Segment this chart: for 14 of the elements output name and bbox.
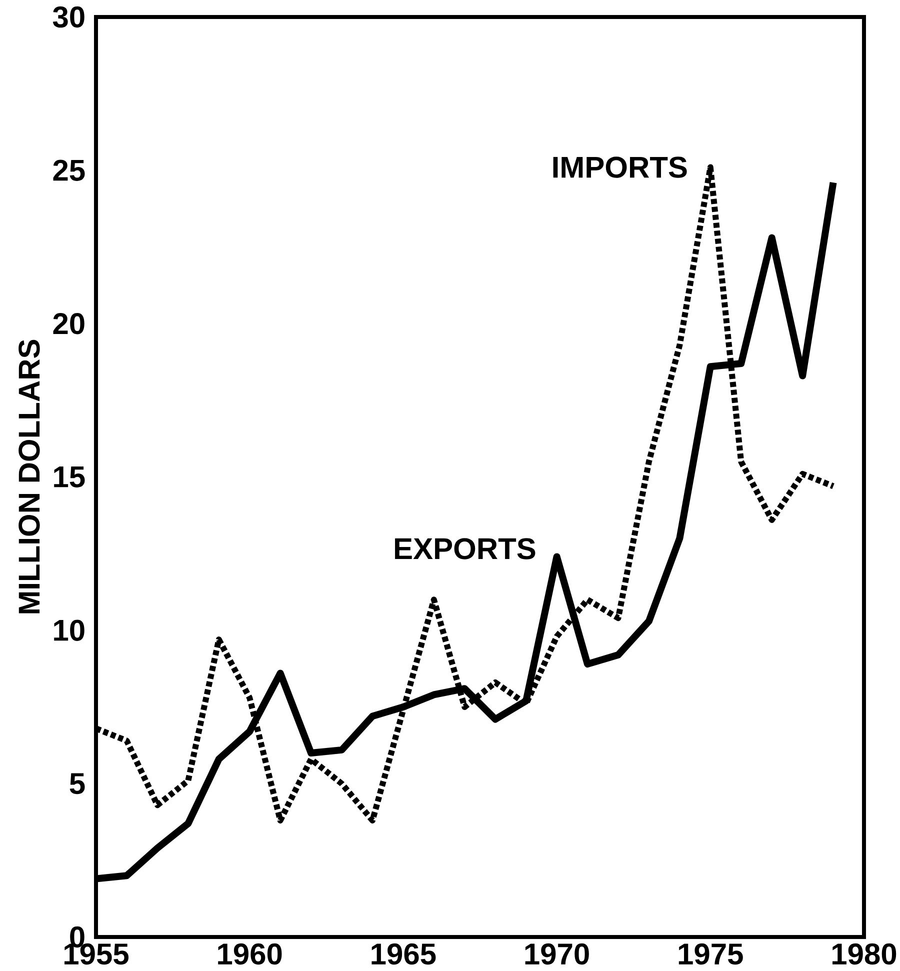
y-tick-label: 5 xyxy=(70,773,85,794)
x-tick-label: 1965 xyxy=(372,943,436,965)
x-tick-label: 1960 xyxy=(218,943,282,965)
y-tick-label: 20 xyxy=(53,313,84,334)
y-tick-label: 25 xyxy=(53,160,85,181)
y-tick-label: 30 xyxy=(52,6,84,28)
series-label: EXPORTS xyxy=(395,538,536,560)
y-tick-label: 10 xyxy=(54,620,84,641)
y-axis-title: MILLION DOLLARS xyxy=(18,340,40,614)
y-tick-label: 15 xyxy=(54,466,85,488)
x-tick-label: 1975 xyxy=(678,943,743,965)
x-tick-label: 1980 xyxy=(832,943,896,965)
x-tick-label: 1970 xyxy=(525,943,589,965)
series-label: IMPORTS xyxy=(553,156,687,178)
